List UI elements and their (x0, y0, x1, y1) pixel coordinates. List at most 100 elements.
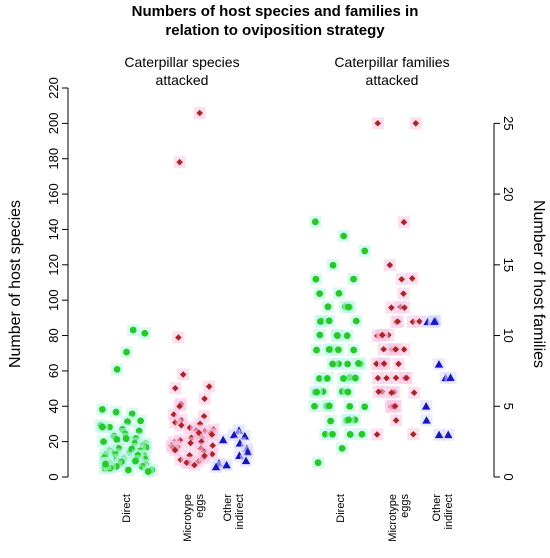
data-point-direct (334, 332, 341, 340)
category-label: eggs (399, 494, 411, 518)
data-point-microtype-eggs (178, 421, 185, 429)
data-point-direct (316, 290, 324, 298)
data-point-microtype-eggs (208, 450, 216, 458)
data-point-direct (124, 418, 131, 426)
data-point-other-indirect (446, 373, 455, 381)
data-point-direct (132, 457, 139, 465)
data-point-microtype-eggs (395, 360, 402, 368)
data-point-microtype-eggs (388, 389, 395, 397)
category-label: Microtype (387, 494, 399, 542)
data-point-direct (338, 444, 346, 452)
left-y-tick-label: 140 (46, 219, 61, 241)
data-point-microtype-eggs (191, 461, 198, 469)
data-point-microtype-eggs (186, 424, 194, 431)
data-point-direct (325, 346, 333, 353)
points-layer (94, 106, 457, 478)
right-y-tick-label: 10 (501, 328, 516, 342)
data-point-microtype-eggs (394, 318, 402, 325)
data-point-direct (314, 459, 322, 467)
data-point-direct (352, 317, 360, 325)
data-point-other-indirect (444, 430, 453, 439)
data-point-direct (323, 375, 331, 382)
data-point-microtype-eggs (412, 119, 420, 127)
data-point-microtype-eggs (388, 304, 395, 311)
data-point-direct (340, 232, 348, 240)
data-point-microtype-eggs (179, 371, 187, 378)
data-point-microtype-eggs (176, 403, 183, 410)
data-point-direct (345, 303, 352, 311)
data-point-microtype-eggs (398, 275, 405, 283)
right-y-axis-label: Number of host families (530, 200, 547, 368)
data-point-direct (112, 408, 120, 416)
data-point-microtype-eggs (379, 331, 386, 339)
left-y-tick-label: 40 (46, 399, 61, 413)
data-point-direct (100, 438, 107, 446)
data-point-microtype-eggs (374, 119, 382, 127)
data-point-microtype-eggs (416, 318, 423, 325)
data-point-direct (317, 318, 324, 325)
data-point-microtype-eggs (201, 452, 208, 460)
data-point-microtype-eggs (176, 158, 183, 166)
data-point-microtype-eggs (187, 439, 194, 447)
data-point-direct (141, 329, 149, 337)
category-label: Microtype (182, 494, 194, 542)
category-labels-layer: Direct Microtype eggs Other indirect Direct Mi… (121, 494, 455, 542)
data-point-microtype-eggs (200, 413, 208, 420)
data-point-direct (312, 275, 320, 283)
data-point-direct (113, 365, 121, 373)
data-point-direct (358, 430, 366, 438)
data-point-microtype-eggs (401, 304, 408, 311)
data-point-direct (98, 405, 106, 413)
data-point-direct (324, 303, 332, 311)
data-point-direct (344, 360, 351, 368)
data-point-direct (129, 326, 137, 334)
data-point-microtype-eggs (386, 261, 394, 269)
data-point-microtype-eggs (400, 290, 407, 297)
data-point-direct (345, 416, 352, 424)
data-point-other-indirect (222, 460, 231, 469)
data-point-direct (340, 375, 347, 382)
data-point-microtype-eggs (205, 383, 213, 390)
data-point-direct (329, 430, 336, 438)
left-panel-subtitle-line-1: Caterpillar species (124, 54, 239, 70)
data-point-microtype-eggs (392, 417, 400, 424)
data-point-microtype-eggs (208, 431, 216, 438)
data-point-direct (128, 410, 136, 418)
right-y-tick-label: 20 (501, 187, 516, 201)
left-y-tick-label: 160 (46, 183, 61, 205)
data-point-microtype-eggs (409, 430, 417, 438)
data-point-direct (343, 332, 351, 340)
data-point-direct (350, 275, 357, 283)
data-point-other-indirect (241, 456, 251, 465)
data-point-direct (124, 466, 132, 474)
data-point-direct (123, 348, 130, 356)
data-point-direct (361, 403, 369, 411)
category-label: indirect (443, 494, 455, 529)
data-point-direct (327, 417, 334, 425)
data-point-direct (325, 402, 333, 410)
left-y-tick-label: 120 (46, 254, 61, 276)
data-point-microtype-eggs (175, 334, 182, 341)
left-y-axis-label: Number of host species (7, 200, 24, 368)
data-point-direct (361, 247, 369, 255)
category-label: indirect (234, 494, 246, 529)
data-point-direct (346, 431, 354, 438)
data-point-other-indirect (211, 462, 221, 471)
left-y-tick-label: 100 (46, 289, 61, 311)
data-point-direct (313, 346, 320, 354)
category-label: Direct (335, 494, 347, 523)
data-point-direct (311, 218, 319, 226)
category-label: Direct (121, 494, 133, 523)
data-point-microtype-eggs (183, 459, 190, 466)
axes-layer: 0 20 40 60 80 100 120 140 160 180 200 220 0 5 10 15 20 25 (46, 77, 516, 480)
data-point-microtype-eggs (400, 218, 408, 226)
data-point-microtype-eggs (403, 374, 410, 382)
data-point-microtype-eggs (408, 275, 416, 282)
right-panel-subtitle-line-2: attacked (366, 72, 419, 88)
data-point-microtype-eggs (383, 374, 390, 382)
left-y-tick-label: 180 (46, 148, 61, 170)
chart-title-line-1: Numbers of host species and families in (132, 3, 419, 20)
left-y-tick-label: 0 (46, 473, 61, 480)
data-point-microtype-eggs (380, 345, 387, 353)
